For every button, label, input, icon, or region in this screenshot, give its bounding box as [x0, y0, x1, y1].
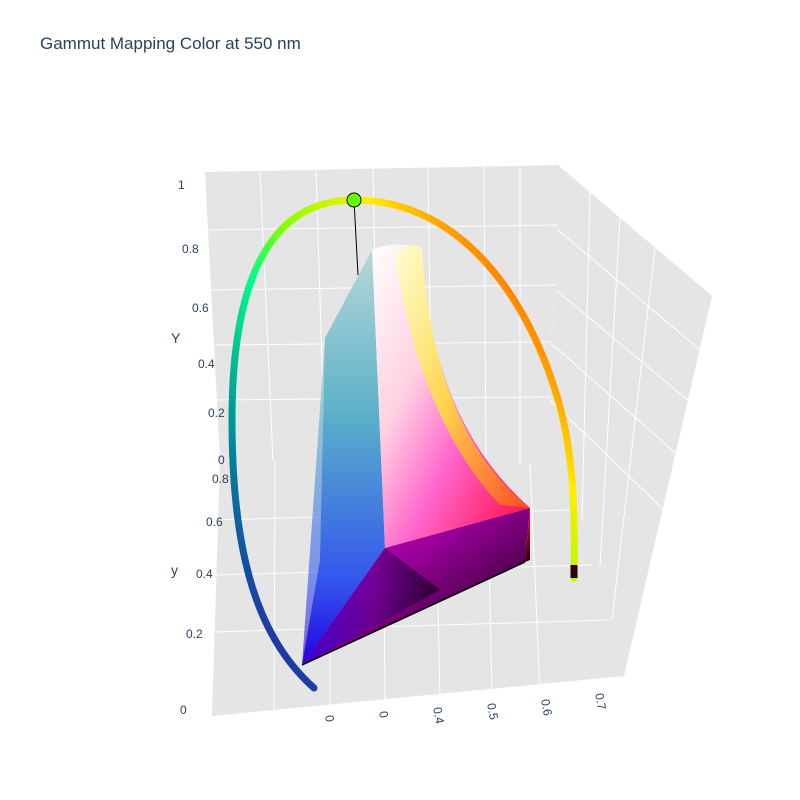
chart-title: Gammut Mapping Color at 550 nm [40, 34, 301, 53]
gamut-solid [301, 244, 530, 666]
z-tick-0.6: 0.6 [192, 301, 209, 315]
y-tick-0.2: 0.2 [186, 627, 203, 641]
y-tick-0.8: 0.8 [212, 472, 229, 486]
z-tick-0.8: 0.8 [182, 242, 199, 256]
y-tick-0.4: 0.4 [196, 567, 213, 581]
z-tick-1: 1 [178, 178, 185, 192]
mapping-line [353, 199, 359, 276]
z-tick-0.4: 0.4 [198, 357, 215, 371]
z-tick-0.2: 0.2 [208, 406, 225, 420]
x-tick-0.6: 0.6 [538, 698, 555, 717]
spectral-locus-curve [228, 196, 578, 692]
x-tick-0.4: 0.4 [430, 706, 447, 725]
x-tick-0.5: 0.5 [484, 702, 501, 721]
sample-marker[interactable] [346, 192, 362, 208]
z-tick-0: 0 [218, 453, 225, 467]
x-tick-0.7: 0.7 [592, 692, 609, 711]
y-tick-0: 0 [180, 703, 187, 717]
z-axis-title: Y [171, 330, 181, 346]
y-tick-0.6: 0.6 [206, 515, 223, 529]
y-axis-title: y [171, 562, 178, 578]
